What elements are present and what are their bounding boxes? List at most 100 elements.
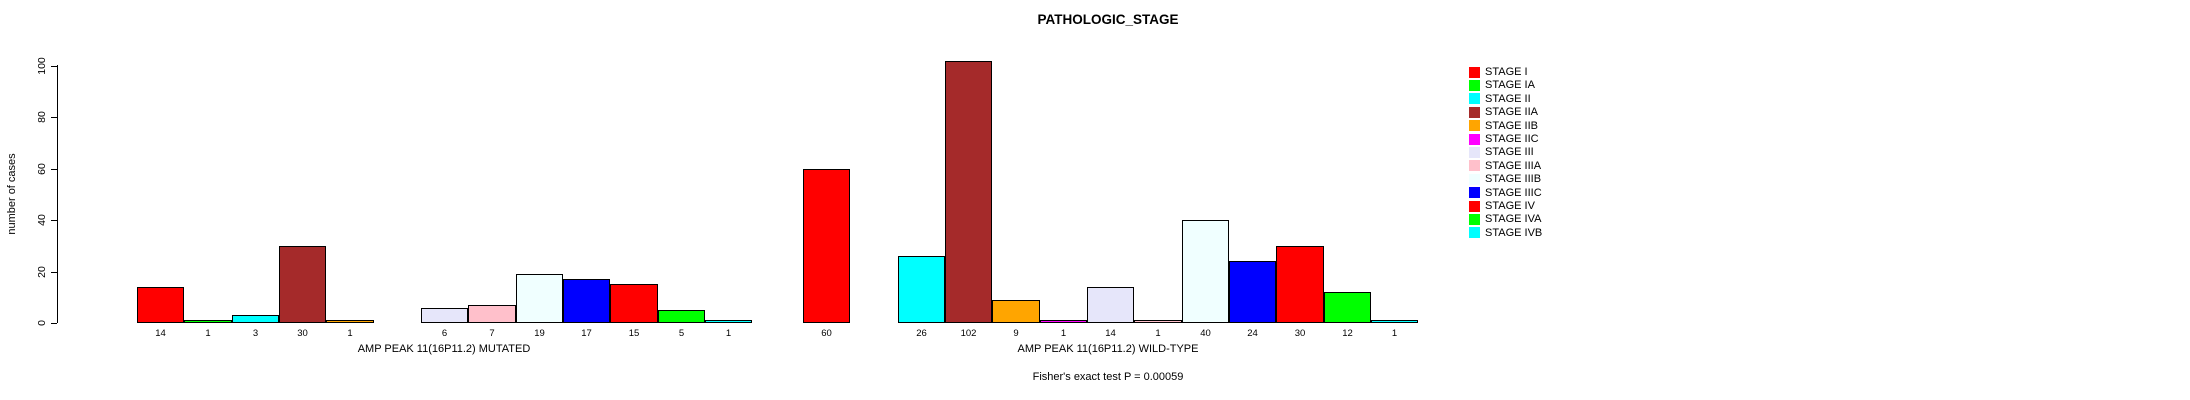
legend-label: STAGE IVB	[1485, 226, 1543, 239]
legend-label: STAGE IVA	[1485, 213, 1542, 226]
legend-swatch-stage-iiia	[1469, 160, 1480, 172]
bar-value-label: 9	[1013, 328, 1019, 339]
bar-mutated-stage-iiib	[516, 274, 563, 323]
legend-label: STAGE III	[1485, 146, 1534, 159]
bar-mutated-stage-iva	[658, 310, 705, 323]
bar-wild-type-stage-iib	[992, 300, 1040, 323]
legend-swatch-stage-iiib	[1469, 173, 1480, 185]
legend-label: STAGE I	[1485, 66, 1528, 78]
bar-value-label: 14	[1105, 328, 1116, 339]
legend-item: STAGE IIIB	[1469, 173, 1541, 185]
legend-swatch-stage-i	[1469, 66, 1480, 78]
bar-value-label: 7	[489, 328, 495, 339]
bar-wild-type-stage-ii	[898, 256, 945, 323]
bar-wild-type-stage-iic	[1040, 320, 1087, 323]
bar-value-label: 3	[252, 328, 259, 339]
bar-value-label: 24	[1247, 328, 1258, 339]
bar-value-label: 30	[297, 328, 308, 339]
bar-value-label: 6	[441, 328, 448, 339]
legend-swatch-stage-iv	[1469, 200, 1480, 212]
bar-value-label: 1	[1391, 328, 1398, 339]
bar-value-label: 1	[205, 328, 211, 339]
legend-label: STAGE IIA	[1485, 106, 1538, 119]
legend-item: STAGE IIIA	[1469, 160, 1541, 172]
legend-label: STAGE II	[1485, 92, 1531, 105]
y-tick-label: 40	[36, 214, 48, 226]
bar-value-label: 17	[581, 328, 592, 339]
y-tick-label: 80	[36, 111, 48, 123]
bar-wild-type-stage-iv	[1276, 246, 1324, 323]
bar-wild-type-stage-iia	[945, 61, 992, 323]
bar-value-label: 26	[916, 328, 927, 339]
y-tick-label: 60	[36, 163, 48, 175]
bar-mutated-stage-ivb	[705, 320, 752, 323]
legend-item: STAGE IV	[1469, 200, 1535, 212]
legend-swatch-stage-iii	[1469, 146, 1480, 158]
y-axis-line	[57, 65, 58, 323]
legend-swatch-stage-iiic	[1469, 187, 1480, 199]
bar-value-label: 1	[347, 328, 353, 339]
bar-value-label: 12	[1342, 328, 1353, 339]
y-tick	[51, 272, 57, 273]
bar-mutated-stage-iib	[326, 320, 374, 323]
legend-item: STAGE IIB	[1469, 120, 1538, 132]
legend-label: STAGE IIIA	[1485, 159, 1542, 172]
x-axis-label-wild-type: AMP PEAK 11(16P11.2) WILD-TYPE	[1017, 343, 1199, 355]
legend-item: STAGE IIIC	[1469, 187, 1542, 199]
y-tick	[51, 117, 57, 118]
bar-mutated-stage-iii	[421, 308, 468, 323]
legend-swatch-stage-iia	[1469, 106, 1480, 118]
bar-mutated-stage-ii	[232, 315, 279, 323]
y-tick	[51, 323, 57, 324]
bar-wild-type-stage-iiia	[1134, 320, 1182, 323]
legend-label: STAGE IIB	[1485, 119, 1538, 132]
bar-mutated-stage-i	[137, 287, 184, 323]
x-axis-label-mutated: AMP PEAK 11(16P11.2) MUTATED	[357, 343, 531, 355]
legend-item: STAGE IIC	[1469, 133, 1539, 145]
legend-label: STAGE IIC	[1485, 133, 1539, 145]
bar-mutated-stage-ia	[184, 320, 232, 323]
legend-swatch-stage-ia	[1469, 79, 1480, 91]
legend-swatch-stage-iva	[1469, 213, 1480, 225]
y-tick-label: 100	[36, 57, 48, 75]
legend-swatch-stage-iic	[1469, 133, 1480, 145]
bar-value-label: 60	[821, 328, 832, 339]
legend-item: STAGE II	[1469, 93, 1531, 105]
legend-label: STAGE IV	[1485, 200, 1535, 212]
bar-value-label: 102	[960, 328, 977, 339]
y-tick	[51, 220, 57, 221]
legend-item: STAGE IA	[1469, 79, 1535, 91]
bar-mutated-stage-iiia	[468, 305, 516, 323]
chart-title: PATHOLOGIC_STAGE	[1037, 12, 1179, 27]
legend-item: STAGE III	[1469, 146, 1534, 158]
bar-value-label: 1	[1060, 328, 1067, 339]
bar-value-label: 1	[725, 328, 732, 339]
bar-value-label: 40	[1200, 328, 1211, 339]
legend-swatch-stage-ivb	[1469, 227, 1480, 239]
legend-item: STAGE IIA	[1469, 106, 1538, 118]
legend-item: STAGE I	[1469, 66, 1528, 78]
bar-value-label: 1	[1155, 328, 1161, 339]
y-axis-title: number of cases	[6, 153, 18, 235]
bar-value-label: 19	[534, 328, 545, 339]
bar-value-label: 30	[1294, 328, 1306, 339]
bar-wild-type-stage-iva	[1324, 292, 1371, 323]
bar-mutated-stage-iia	[279, 246, 326, 323]
y-tick	[51, 169, 57, 170]
y-tick-label: 20	[36, 266, 48, 278]
legend-label: STAGE IA	[1485, 79, 1535, 92]
legend-label: STAGE IIIB	[1485, 173, 1542, 186]
legend-swatch-stage-ii	[1469, 93, 1480, 105]
y-tick-label: 0	[36, 320, 48, 326]
bar-wild-type-stage-ivb	[1371, 320, 1418, 323]
legend-swatch-stage-iib	[1469, 120, 1480, 132]
y-tick	[51, 66, 57, 67]
legend-item: STAGE IVB	[1469, 227, 1542, 239]
bar-wild-type-stage-iiic	[1229, 261, 1276, 323]
bar-wild-type-stage-iiib	[1182, 220, 1229, 323]
bar-mutated-stage-iv	[610, 284, 658, 323]
fisher-test-annotation: Fisher's exact test P = 0.00059	[1032, 371, 1184, 383]
bar-wild-type-stage-i	[803, 169, 850, 323]
bar-wild-type-stage-iii	[1087, 287, 1134, 323]
